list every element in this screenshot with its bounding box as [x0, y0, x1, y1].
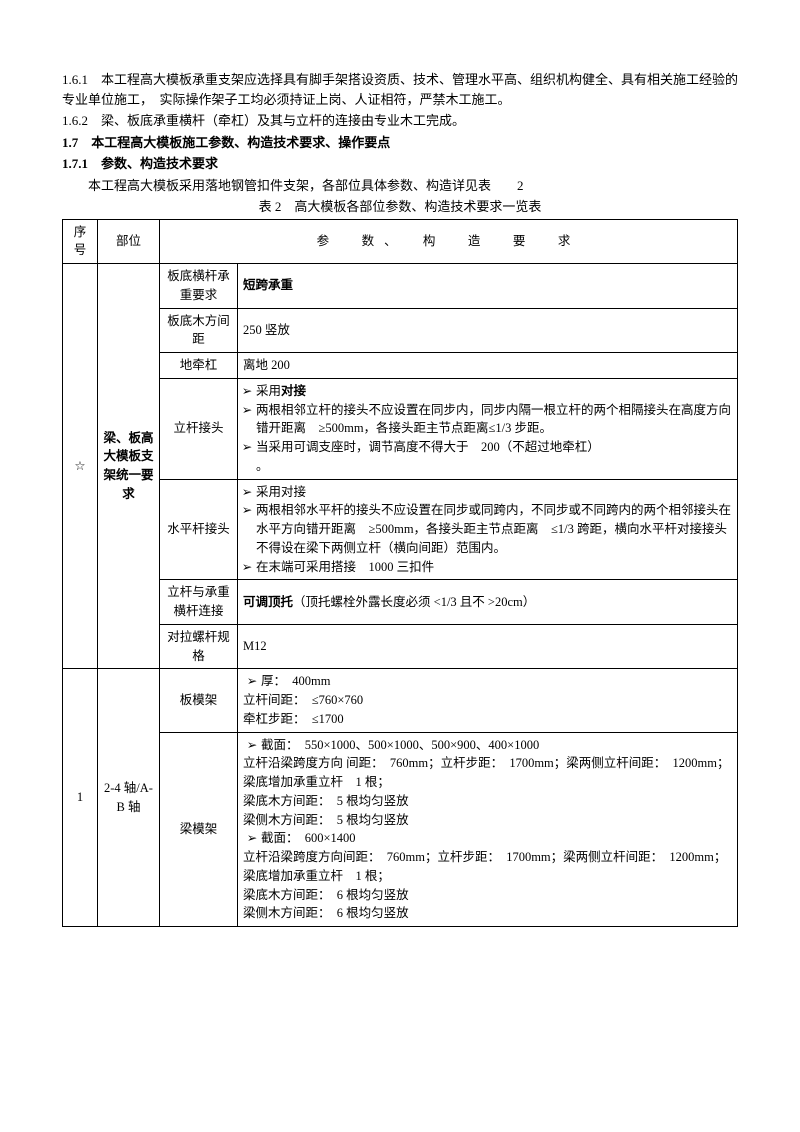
row-g0-1: ☆ 梁、板高大模板支架统一要求 板底横杆承重要求 短跨承重	[63, 264, 738, 309]
g0-r5-b2: 两根相邻水平杆的接头不应设置在同步或同跨内，不同步或不同跨内的两个相邻接头在水平…	[256, 501, 732, 557]
row-g0-3: 地牵杠 离地 200	[63, 353, 738, 379]
cell-g0-r5-lab: 水平杆接头	[160, 479, 238, 580]
cell-g0-r3-val: 离地 200	[238, 353, 738, 379]
g0-r4-b1b: 对接	[281, 384, 306, 398]
row-g1-1: 1 2-4 轴/A-B 轴 板模架 ➢厚： 400mm 立杆间距： ≤760×7…	[63, 669, 738, 732]
para-161: 1.6.1 本工程高大模板承重支架应选择具有脚手架搭设资质、技术、管理水平高、组…	[62, 70, 738, 109]
g0-r6-val-b: 可调顶托	[243, 595, 293, 609]
bullet-icon: ➢	[238, 438, 256, 457]
g1-r2-l8: 梁侧木方间距： 6 根均匀竖放	[243, 904, 732, 923]
th-pos: 部位	[98, 219, 160, 264]
params-table: 序号 部位 参 数、 构 造 要 求 ☆ 梁、板高大模板支架统一要求 板底横杆承…	[62, 219, 738, 928]
g0-r4-b3a: 当采用可调支座时，调节高度不得大于 200（不超过地牵杠）	[256, 440, 600, 454]
cell-g0-r1-lab: 板底横杆承重要求	[160, 264, 238, 309]
cell-g0-r7-val: M12	[238, 624, 738, 669]
row-g0-4: 立杆接头 ➢采用对接 ➢两根相邻立杆的接头不应设置在同步内，同步内隔一根立杆的两…	[63, 378, 738, 479]
g0-r4-b2: 两根相邻立杆的接头不应设置在同步内，同步内隔一根立杆的两个相隔接头在高度方向错开…	[256, 401, 732, 439]
cell-g1-r2-val: ➢截面： 550×1000、500×1000、500×900、400×1000 …	[238, 732, 738, 927]
g1-r1-l3: 牵杠步距： ≤1700	[243, 710, 732, 729]
bullet-icon: ➢	[243, 829, 261, 848]
heading-17: 1.7 本工程高大模板施工参数、构造技术要求、操作要点	[62, 133, 738, 153]
cell-g0-r7-lab: 对拉螺杆规格	[160, 624, 238, 669]
g0-r4-b3b: 。	[256, 459, 269, 473]
g1-r2-b1: 截面： 550×1000、500×1000、500×900、400×1000	[261, 736, 732, 755]
row-g0-7: 对拉螺杆规格 M12	[63, 624, 738, 669]
cell-g0-r5-val: ➢采用对接 ➢两根相邻水平杆的接头不应设置在同步或同跨内，不同步或不同跨内的两个…	[238, 479, 738, 580]
cell-g0-r2-val: 250 竖放	[238, 308, 738, 353]
cell-g0-r6-val: 可调顶托（顶托螺栓外露长度必须 <1/3 且不 >20cm）	[238, 580, 738, 625]
row-g0-6: 立杆与承重横杆连接 可调顶托（顶托螺栓外露长度必须 <1/3 且不 >20cm）	[63, 580, 738, 625]
th-req-text: 参 数、 构 造 要 求	[317, 234, 581, 248]
table-caption: 表 2 高大模板各部位参数、构造技术要求一览表	[62, 197, 738, 217]
cell-g1-r1-val: ➢厚： 400mm 立杆间距： ≤760×760 牵杠步距： ≤1700	[238, 669, 738, 732]
bullet-icon: ➢	[238, 401, 256, 420]
cell-g1-pos: 2-4 轴/A-B 轴	[98, 669, 160, 927]
cell-g0-star: ☆	[63, 264, 98, 669]
g0-r5-b1: 采用对接	[256, 483, 732, 502]
g1-r2-b2: 截面： 600×1400	[261, 829, 732, 848]
bullet-icon: ➢	[238, 501, 256, 520]
g0-r5-b3: 在末端可采用搭接 1000 三扣件	[256, 558, 732, 577]
row-g0-5: 水平杆接头 ➢采用对接 ➢两根相邻水平杆的接头不应设置在同步或同跨内，不同步或不…	[63, 479, 738, 580]
th-seq: 序号	[63, 219, 98, 264]
cell-g0-r3-lab: 地牵杠	[160, 353, 238, 379]
para-171-body: 本工程高大模板采用落地钢管扣件支架，各部位具体参数、构造详见表 2	[62, 176, 738, 196]
g1-r2-l7: 梁底木方间距： 6 根均匀竖放	[243, 886, 732, 905]
bullet-icon: ➢	[238, 483, 256, 502]
g1-r2-l4: 梁侧木方间距： 5 根均匀竖放	[243, 811, 732, 830]
g1-r2-l6: 立杆沿梁跨度方向间距： 760mm；立杆步距： 1700mm；梁两侧立杆间距： …	[243, 848, 732, 886]
cell-g1-r2-lab: 梁模架	[160, 732, 238, 927]
cell-g0-r6-lab: 立杆与承重横杆连接	[160, 580, 238, 625]
row-g1-2: 梁模架 ➢截面： 550×1000、500×1000、500×900、400×1…	[63, 732, 738, 927]
cell-g1-seq: 1	[63, 669, 98, 927]
cell-g0-r1-val: 短跨承重	[238, 264, 738, 309]
th-req: 参 数、 构 造 要 求	[160, 219, 738, 264]
bullet-icon: ➢	[243, 736, 261, 755]
cell-g0-r4-val: ➢采用对接 ➢两根相邻立杆的接头不应设置在同步内，同步内隔一根立杆的两个相隔接头…	[238, 378, 738, 479]
row-g0-2: 板底木方间距 250 竖放	[63, 308, 738, 353]
cell-g1-r1-lab: 板模架	[160, 669, 238, 732]
cell-g0-r4-lab: 立杆接头	[160, 378, 238, 479]
bullet-icon: ➢	[243, 672, 261, 691]
g1-r2-l2: 立杆沿梁跨度方向 间距： 760mm；立杆步距： 1700mm；梁两侧立杆间距：…	[243, 754, 732, 792]
header-row: 序号 部位 参 数、 构 造 要 求	[63, 219, 738, 264]
bullet-icon: ➢	[238, 558, 256, 577]
g1-r2-l3: 梁底木方间距： 5 根均匀竖放	[243, 792, 732, 811]
para-162: 1.6.2 梁、板底承重横杆（牵杠）及其与立杆的连接由专业木工完成。	[62, 111, 738, 131]
heading-171: 1.7.1 参数、构造技术要求	[62, 154, 738, 174]
g1-r1-l2: 立杆间距： ≤760×760	[243, 691, 732, 710]
cell-g0-pos: 梁、板高大模板支架统一要求	[98, 264, 160, 669]
g0-r4-b1: 采用	[256, 384, 281, 398]
bullet-icon: ➢	[238, 382, 256, 401]
g0-r6-val-r: （顶托螺栓外露长度必须 <1/3 且不 >20cm）	[293, 595, 535, 609]
cell-g0-r2-lab: 板底木方间距	[160, 308, 238, 353]
g1-r1-b1: 厚： 400mm	[261, 672, 732, 691]
